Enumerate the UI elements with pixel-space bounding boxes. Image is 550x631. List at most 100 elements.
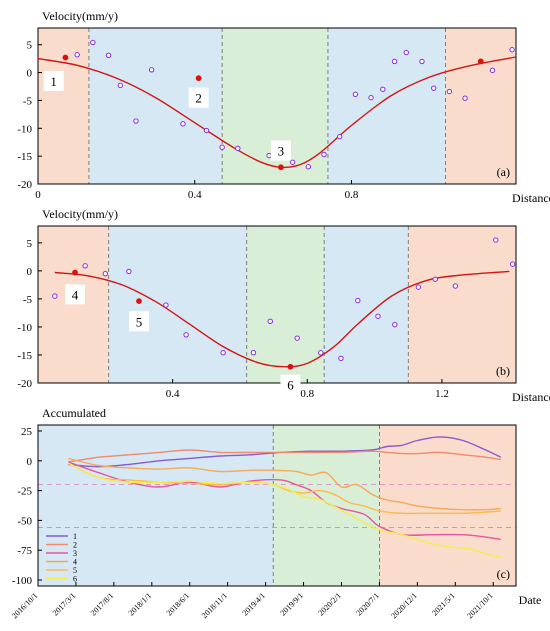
panel-label: (b)	[496, 364, 510, 378]
marker-label: 4	[72, 287, 79, 302]
y-tick-label: 25	[21, 426, 33, 438]
zone-1	[38, 226, 109, 383]
zone-1	[38, 425, 274, 586]
data-point	[392, 321, 398, 328]
series-line-4	[68, 457, 501, 511]
data-point	[82, 263, 88, 269]
data-point	[419, 58, 425, 65]
marked-point	[477, 58, 484, 65]
data-point	[446, 88, 453, 95]
series-line-2	[68, 449, 501, 463]
data-point	[267, 318, 273, 325]
panel-label: (a)	[497, 165, 510, 179]
y-tick-label: -20	[17, 378, 32, 390]
y-tick-label: -5	[23, 95, 33, 107]
data-point	[180, 121, 186, 127]
y-tick-label: 0	[27, 266, 33, 278]
marker-label: 6	[287, 378, 294, 393]
zone-2	[108, 226, 247, 383]
y-axis-label: Velocity(mm/y)	[42, 9, 118, 23]
data-point	[203, 127, 210, 134]
data-point	[415, 284, 422, 290]
x-axis-label: Distance	[512, 390, 550, 404]
legend-label: 1	[73, 532, 77, 541]
legend-label: 6	[73, 575, 77, 584]
marker-box	[280, 374, 301, 395]
y-tick-label: -75	[17, 545, 32, 557]
data-point	[250, 350, 257, 356]
data-point	[462, 95, 468, 101]
data-point	[90, 39, 96, 46]
y-tick-label: -10	[17, 123, 32, 135]
y-tick-label: 5	[27, 238, 33, 250]
x-tick-label: 2019/4/1	[241, 591, 267, 617]
x-tick-label: 2018/6/1	[165, 591, 191, 617]
legend-label: 3	[73, 549, 77, 558]
y-axis-label: Velocity(mm/y)	[42, 207, 118, 221]
marker-label: 2	[195, 91, 202, 106]
marker-box	[188, 87, 209, 108]
x-tick-label: 0.8	[300, 388, 314, 400]
y-tick-label: -5	[23, 294, 33, 306]
y-tick-label: -15	[17, 151, 32, 163]
data-point	[220, 350, 226, 356]
zone-5	[445, 28, 516, 184]
zone-3	[379, 425, 516, 586]
marker-box	[65, 284, 86, 305]
data-point	[266, 152, 272, 159]
data-point	[105, 52, 112, 58]
data-point	[219, 144, 225, 150]
y-tick-label: -15	[17, 350, 32, 362]
data-point	[183, 332, 189, 338]
marked-point	[287, 363, 294, 370]
data-point	[163, 302, 169, 308]
data-point	[52, 293, 58, 299]
zone-4	[324, 226, 409, 383]
legend-label: 5	[73, 566, 77, 575]
data-point	[403, 49, 409, 56]
x-tick-label: 2018/1/1	[127, 591, 153, 617]
zone-3	[246, 226, 325, 383]
marked-point	[195, 75, 202, 82]
marker-label: 3	[278, 144, 285, 159]
series-line-6	[68, 462, 501, 559]
x-tick-label: 2017/8/1	[89, 591, 115, 617]
x-tick-label: 0.8	[345, 189, 359, 201]
data-point	[321, 151, 327, 158]
data-point	[148, 67, 155, 73]
axes-frame	[37, 424, 517, 587]
series-line-1	[68, 436, 502, 468]
zone-1	[38, 28, 89, 184]
x-tick-label: 2021/5/1	[430, 591, 456, 617]
x-axis-label: Date	[519, 593, 542, 607]
data-point	[338, 355, 344, 362]
series-line-3	[68, 461, 501, 541]
data-point	[294, 335, 300, 341]
panel-2: 5 0 -5 -10 -15 -20 0.4 0.8 1.2 Velocity(mm/y) Dist…	[17, 207, 550, 404]
marked-point	[62, 54, 69, 61]
panel-label: (c)	[497, 567, 510, 581]
data-point	[318, 350, 324, 356]
x-tick-label: 2018/11/1	[200, 591, 229, 620]
data-point	[355, 297, 361, 304]
x-tick-label: 2020/7/1	[354, 591, 380, 617]
axes-frame	[37, 225, 517, 384]
y-tick-label: -20	[17, 179, 32, 191]
x-tick-label: 2021/10/1	[465, 591, 494, 620]
zone-3	[222, 28, 328, 184]
data-point	[452, 283, 459, 289]
x-axis-label: Distance	[512, 191, 550, 205]
data-point	[380, 86, 386, 92]
data-point	[235, 145, 241, 152]
marker-box	[270, 140, 291, 161]
y-tick-label: -100	[12, 575, 33, 587]
x-tick-label: 2016/10/1	[10, 591, 39, 620]
y-tick-label: -10	[17, 322, 32, 334]
data-point	[74, 52, 80, 58]
data-point	[375, 313, 381, 319]
data-point	[509, 47, 515, 53]
y-tick-label: 0	[27, 456, 33, 468]
marker-label: 1	[50, 74, 57, 89]
x-tick-label: 0.4	[166, 388, 180, 400]
